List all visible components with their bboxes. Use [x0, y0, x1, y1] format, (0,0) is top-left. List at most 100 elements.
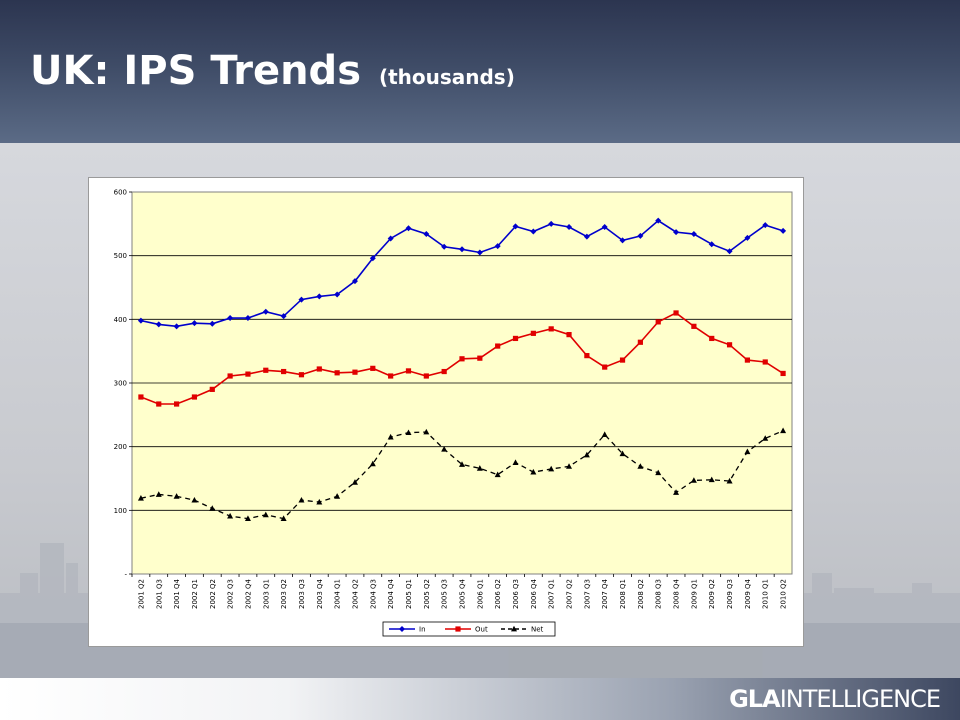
ytick-label: - [124, 571, 127, 579]
xtick-label: 2003 Q1 [262, 579, 270, 609]
point-net [405, 429, 412, 436]
xtick-label: 2002 Q2 [209, 579, 217, 609]
page-title: UK: IPS Trends (thousands) [30, 48, 515, 94]
point-in [262, 308, 269, 315]
point-net [334, 493, 341, 499]
xtick-label: 2002 Q3 [227, 579, 235, 609]
point-in [744, 234, 751, 241]
legend: In Out Net [382, 621, 556, 637]
point-out [548, 326, 554, 332]
point-out [744, 357, 751, 363]
xtick-label: 2005 Q2 [423, 579, 431, 609]
xtick-label: 2001 Q3 [155, 579, 163, 609]
point-net [780, 427, 787, 434]
ytick-label: 500 [114, 252, 127, 260]
xtick-label: 2003 Q3 [298, 579, 306, 609]
xtick-label: 2007 Q4 [601, 578, 609, 609]
point-out [138, 394, 144, 400]
point-out [584, 353, 590, 359]
point-out [316, 366, 322, 372]
point-out [709, 335, 715, 342]
point-net [351, 479, 358, 485]
xtick-label: 2004 Q1 [334, 579, 342, 609]
point-net [459, 461, 465, 467]
ytick-label: 300 [114, 380, 127, 388]
point-in [298, 296, 305, 303]
point-out [495, 343, 501, 349]
point-in [655, 217, 662, 224]
point-in [476, 249, 483, 256]
gla-intelligence-logo: GLAINTELLIGENCE [729, 685, 941, 713]
point-out [637, 339, 643, 345]
ytick-label: 100 [114, 507, 127, 515]
point-out [477, 355, 483, 361]
point-net [655, 469, 662, 476]
xtick-label: 2002 Q1 [191, 579, 199, 609]
point-net [441, 446, 448, 452]
legend-marker-out [455, 626, 461, 632]
ytick-label: 600 [114, 189, 127, 197]
header-band: UK: IPS Trends (thousands) [0, 0, 960, 143]
point-in [137, 317, 144, 324]
series-out [138, 310, 786, 407]
title-subtitle: (thousands) [378, 65, 515, 89]
point-out [441, 368, 447, 375]
point-net [316, 498, 323, 505]
point-in [566, 224, 573, 231]
xtick-label: 2009 Q1 [690, 579, 698, 609]
point-in [762, 222, 769, 229]
xtick-label: 2009 Q4 [744, 578, 752, 609]
point-in [512, 223, 519, 230]
xtick-label: 2004 Q2 [351, 579, 359, 609]
series-in [137, 217, 787, 330]
series-net [137, 427, 787, 522]
point-out [281, 368, 287, 375]
logo-bold-text: GLA [729, 685, 781, 713]
point-out [388, 373, 394, 379]
point-in [494, 243, 501, 250]
xtick-label: 2004 Q4 [387, 578, 395, 609]
point-out [762, 359, 768, 365]
point-net [619, 450, 626, 457]
point-in [601, 224, 608, 231]
point-net [173, 493, 180, 499]
point-in [405, 225, 412, 232]
x-axis: 2001 Q2 2001 Q3 2001 Q4 2002 Q1 2002 Q2 2002 … [131, 574, 788, 609]
point-out [673, 310, 679, 316]
point-net [494, 471, 501, 478]
point-net [298, 496, 305, 503]
point-in [334, 291, 341, 298]
point-net [601, 431, 608, 437]
point-in [708, 241, 715, 248]
point-net [280, 515, 287, 522]
point-out [298, 372, 305, 378]
point-out [726, 342, 733, 348]
point-out [566, 332, 572, 338]
point-net [227, 512, 234, 519]
point-out [655, 319, 661, 325]
point-net [387, 433, 394, 440]
point-out [245, 371, 251, 377]
point-net [762, 435, 769, 441]
point-net [137, 495, 144, 501]
point-in [227, 315, 234, 322]
legend-label-net: Net [531, 626, 544, 634]
point-net [530, 468, 537, 475]
point-in [387, 235, 394, 242]
legend-label-out: Out [475, 626, 488, 634]
point-out [173, 401, 180, 407]
point-net [155, 491, 162, 497]
point-in [619, 237, 626, 244]
xtick-label: 2006 Q2 [494, 579, 502, 609]
point-out [191, 394, 198, 400]
point-in [244, 315, 251, 322]
point-in [459, 246, 465, 253]
xtick-label: 2010 Q2 [780, 579, 788, 609]
point-in [155, 321, 162, 328]
series-group [137, 217, 787, 522]
legend-label-in: In [419, 626, 426, 634]
xtick-label: 2007 Q1 [548, 579, 556, 609]
point-in [690, 231, 697, 238]
point-net [583, 451, 590, 458]
point-net [512, 459, 519, 465]
